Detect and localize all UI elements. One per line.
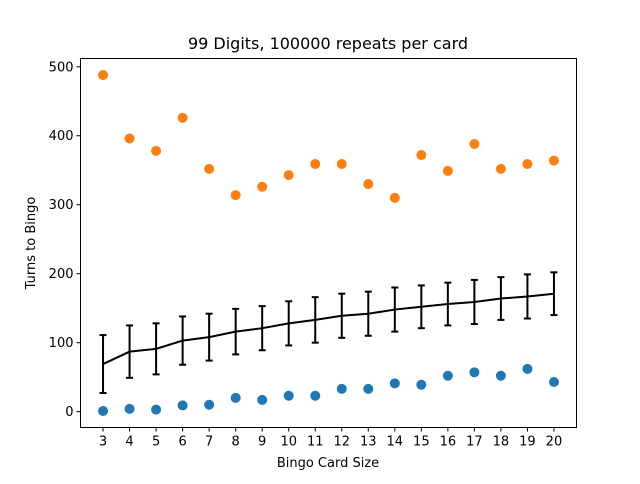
error-bar — [364, 290, 372, 337]
data-point-series-1 — [124, 403, 135, 414]
data-point-series-0 — [310, 159, 321, 170]
data-point-series-1 — [98, 405, 109, 416]
error-bar — [205, 312, 213, 362]
data-point-series-1 — [177, 400, 188, 411]
data-point-series-0 — [495, 163, 506, 174]
x-tick-label: 9 — [258, 435, 266, 450]
data-point-series-1 — [283, 390, 294, 401]
y-tick-label: 500 — [49, 60, 74, 75]
error-bar — [258, 305, 266, 352]
x-tick-label: 3 — [99, 435, 107, 450]
data-point-series-0 — [336, 159, 347, 170]
x-tick-label: 18 — [493, 435, 510, 450]
error-bar — [99, 334, 107, 395]
error-bar — [285, 300, 293, 347]
data-point-series-0 — [389, 192, 400, 203]
data-point-series-0 — [204, 163, 215, 174]
data-point-series-1 — [416, 379, 427, 390]
x-tick-label: 19 — [519, 435, 536, 450]
data-point-series-0 — [442, 165, 453, 176]
x-tick-label: 15 — [413, 435, 430, 450]
y-axis-label: Turns to Bingo — [24, 197, 39, 291]
error-bar — [338, 292, 346, 339]
error-bar — [391, 286, 399, 333]
y-tick-label: 400 — [49, 129, 74, 144]
x-tick-label: 13 — [360, 435, 377, 450]
data-point-series-1 — [522, 363, 533, 374]
x-tick-label: 14 — [387, 435, 404, 450]
data-point-series-1 — [230, 392, 241, 403]
error-bar — [311, 296, 319, 344]
data-point-series-1 — [336, 383, 347, 394]
data-point-series-0 — [257, 181, 268, 192]
error-bar — [470, 278, 478, 326]
y-tick-label: 0 — [65, 405, 73, 420]
data-point-series-1 — [151, 404, 162, 415]
data-point-series-1 — [469, 367, 480, 378]
data-point-series-0 — [151, 145, 162, 156]
data-point-series-0 — [98, 70, 109, 81]
data-point-series-0 — [416, 150, 427, 161]
mean-line — [102, 292, 555, 365]
error-bar — [497, 276, 505, 321]
data-point-series-1 — [389, 378, 400, 389]
data-point-series-1 — [363, 383, 374, 394]
y-tick-label: 100 — [49, 336, 74, 351]
plot-frame — [80, 58, 577, 428]
data-point-series-1 — [310, 390, 321, 401]
error-bar — [179, 315, 187, 366]
error-bar — [417, 284, 425, 330]
y-tick-label: 300 — [49, 198, 74, 213]
y-tick-label: 200 — [49, 267, 74, 282]
x-tick-label: 7 — [205, 435, 213, 450]
error-bar — [152, 322, 160, 376]
x-tick-label: 8 — [232, 435, 240, 450]
chart-title: 99 Digits, 100000 repeats per card — [188, 34, 468, 53]
error-bar — [523, 273, 531, 320]
data-point-series-0 — [522, 159, 533, 170]
data-point-series-1 — [495, 370, 506, 381]
data-point-series-1 — [548, 376, 559, 387]
x-tick-label: 20 — [546, 435, 563, 450]
data-point-series-1 — [257, 394, 268, 405]
x-tick-label: 10 — [280, 435, 297, 450]
x-tick-label: 17 — [466, 435, 483, 450]
data-point-series-0 — [230, 190, 241, 201]
error-bar — [550, 271, 558, 317]
error-bar — [232, 307, 240, 356]
x-axis-label: Bingo Card Size — [277, 456, 379, 471]
x-tick-label: 16 — [440, 435, 457, 450]
data-point-series-0 — [124, 133, 135, 144]
error-bar — [126, 324, 134, 379]
data-point-series-1 — [442, 370, 453, 381]
x-tick-label: 11 — [307, 435, 324, 450]
data-point-series-0 — [469, 139, 480, 150]
x-tick-label: 4 — [125, 435, 133, 450]
x-tick-label: 5 — [152, 435, 160, 450]
x-tick-label: 6 — [178, 435, 186, 450]
data-point-series-0 — [548, 155, 559, 166]
data-point-series-1 — [204, 399, 215, 410]
x-tick-label: 12 — [333, 435, 350, 450]
data-point-series-0 — [363, 179, 374, 190]
error-bar — [444, 281, 452, 327]
data-point-series-0 — [283, 170, 294, 181]
data-point-series-0 — [177, 112, 188, 123]
